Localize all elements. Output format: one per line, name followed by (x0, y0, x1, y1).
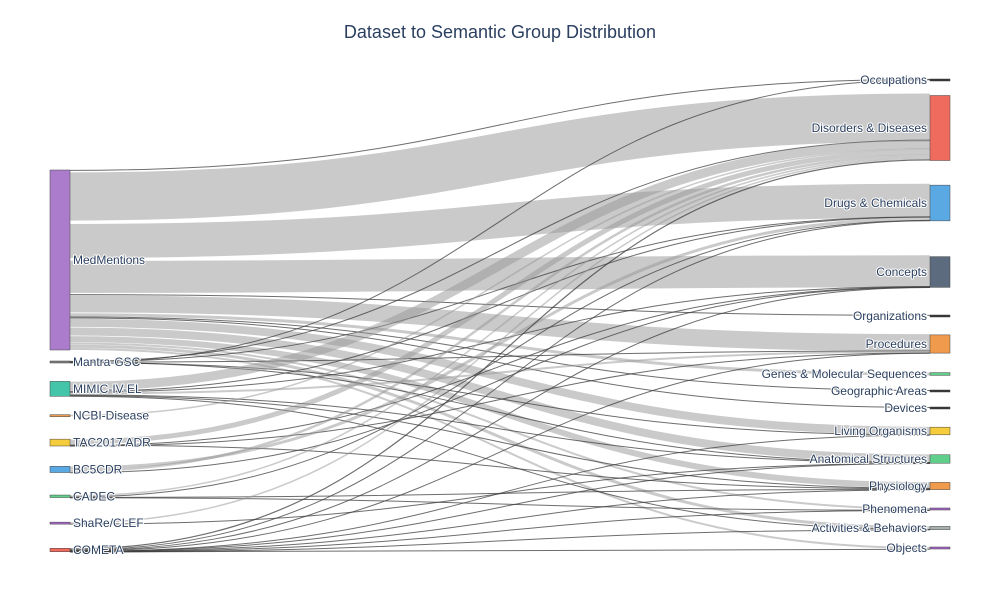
node-source-ncbi-disease[interactable] (49, 414, 71, 417)
node-target-physiology[interactable] (929, 482, 951, 490)
node-label-source-share-clef: ShaRe/CLEF (73, 516, 144, 530)
node-source-mantra-gsc[interactable] (49, 360, 71, 364)
node-label-target-living-organisms: Living Organisms (834, 424, 927, 438)
node-target-occupations[interactable] (929, 78, 951, 82)
link-bc5cdr-to-concepts[interactable] (69, 286, 931, 474)
node-label-target-genes-molecular-sequences: Genes & Molecular Sequences (762, 367, 927, 381)
link-medmentions-to-living-organisms[interactable] (69, 318, 931, 435)
node-label-source-medmentions: MedMentions (73, 253, 145, 267)
link-medmentions-to-organizations[interactable] (69, 294, 931, 316)
node-label-source-mantra-gsc: Mantra-GSC (73, 355, 141, 369)
link-medmentions-to-devices[interactable] (69, 317, 931, 408)
link-mantra-gsc-to-drugs-chemicals[interactable] (69, 216, 931, 363)
link-tac2017-adr-to-disorders-diseases[interactable] (69, 149, 931, 445)
link-bc5cdr-to-disorders-diseases[interactable] (69, 154, 931, 473)
link-cometa-to-objects[interactable] (69, 548, 931, 553)
link-medmentions-to-occupations[interactable] (69, 78, 931, 171)
node-target-procedures[interactable] (929, 334, 951, 354)
node-label-target-disorders-diseases: Disorders & Diseases (812, 121, 927, 135)
node-label-source-ncbi-disease: NCBI-Disease (73, 409, 149, 423)
node-target-disorders-diseases[interactable] (929, 95, 951, 161)
node-source-medmentions[interactable] (49, 169, 71, 351)
node-label-target-devices: Devices (884, 401, 927, 415)
link-mimic-iv-el-to-concepts[interactable] (69, 285, 931, 393)
link-mantra-gsc-to-occupations[interactable] (69, 79, 931, 364)
node-label-target-organizations: Organizations (853, 309, 927, 323)
link-cadec-to-disorders-diseases[interactable] (69, 156, 931, 497)
node-target-anatomical-structures[interactable] (929, 454, 951, 464)
link-medmentions-to-procedures[interactable] (69, 295, 931, 352)
node-label-target-geographic-areas: Geographic Areas (831, 384, 927, 398)
node-source-share-clef[interactable] (49, 521, 71, 525)
node-label-source-mimic-iv-el: MIMIC-IV-EL (73, 382, 142, 396)
link-cometa-to-anatomical-structures[interactable] (69, 462, 931, 552)
label-layer: MedMentions Mantra-GSC MIMIC-IV-EL NCBI-Dis… (72, 72, 928, 558)
node-target-organizations[interactable] (929, 314, 951, 318)
link-cometa-to-procedures[interactable] (69, 352, 931, 552)
node-label-target-concepts: Concepts (876, 265, 927, 279)
link-tac2017-adr-to-concepts[interactable] (69, 286, 931, 447)
link-cometa-to-physiology[interactable] (69, 489, 931, 553)
link-mantra-gsc-to-procedures[interactable] (69, 350, 931, 363)
node-label-target-phenomena: Phenomena (862, 502, 927, 516)
node-label-target-activities-behaviors: Activities & Behaviors (812, 521, 927, 535)
node-target-genes-molecular-sequences[interactable] (929, 372, 951, 376)
link-ncbi-disease-to-disorders-diseases[interactable] (69, 148, 931, 417)
node-target-drugs-chemicals[interactable] (929, 184, 951, 222)
link-medmentions-to-anatomical-structures[interactable] (69, 327, 931, 463)
link-mimic-iv-el-to-procedures[interactable] (69, 350, 931, 395)
link-mantra-gsc-to-disorders-diseases[interactable] (69, 139, 931, 362)
link-cadec-to-phenomena[interactable] (69, 497, 931, 511)
link-mimic-iv-el-to-drugs-chemicals[interactable] (69, 216, 931, 393)
link-medmentions-to-activities-behaviors[interactable] (69, 344, 931, 530)
node-label-source-cadec: CADEC (73, 489, 115, 503)
node-target-phenomena[interactable] (929, 507, 951, 511)
node-layer (49, 78, 951, 552)
node-label-source-cometa: COMETA (73, 543, 123, 557)
link-cometa-to-phenomena[interactable] (69, 509, 931, 553)
node-source-tac2017-adr[interactable] (49, 438, 71, 447)
node-target-devices[interactable] (929, 406, 951, 410)
node-source-cometa[interactable] (49, 548, 71, 552)
link-medmentions-to-concepts[interactable] (69, 255, 931, 293)
link-mimic-iv-el-to-activities-behaviors[interactable] (69, 395, 931, 531)
node-label-target-procedures: Procedures (866, 337, 927, 351)
node-target-objects[interactable] (929, 546, 951, 550)
link-mantra-gsc-to-living-organisms[interactable] (69, 362, 931, 436)
node-source-cadec[interactable] (49, 494, 71, 498)
link-cometa-to-concepts[interactable] (69, 286, 931, 552)
link-layer (69, 78, 931, 553)
node-target-concepts[interactable] (929, 256, 951, 288)
node-target-activities-behaviors[interactable] (929, 526, 951, 530)
link-share-clef-to-disorders-diseases[interactable] (69, 157, 931, 524)
node-label-target-anatomical-structures: Anatomical Structures (810, 452, 927, 466)
link-cadec-to-drugs-chemicals[interactable] (69, 219, 931, 498)
link-mimic-iv-el-to-anatomical-structures[interactable] (69, 394, 931, 464)
link-cometa-to-living-organisms[interactable] (69, 434, 931, 552)
node-label-target-physiology: Physiology (869, 479, 927, 493)
node-label-target-objects: Objects (886, 541, 927, 555)
chart-title: Dataset to Semantic Group Distribution (343, 22, 657, 42)
link-cometa-to-disorders-diseases[interactable] (69, 159, 931, 550)
link-mimic-iv-el-to-disorders-diseases[interactable] (69, 139, 931, 391)
link-medmentions-to-disorders-diseases[interactable] (69, 93, 931, 221)
node-label-target-drugs-chemicals: Drugs & Chemicals (824, 196, 927, 210)
link-cometa-to-activities-behaviors[interactable] (69, 529, 931, 553)
node-target-living-organisms[interactable] (929, 426, 951, 436)
node-label-source-bc5cdr: BC5CDR (73, 462, 123, 476)
node-source-bc5cdr[interactable] (49, 466, 71, 473)
node-label-source-tac2017-adr: TAC2017 ADR (73, 436, 151, 450)
link-tac2017-adr-to-physiology[interactable] (69, 444, 931, 490)
node-label-target-occupations: Occupations (860, 73, 927, 87)
link-mimic-iv-el-to-physiology[interactable] (69, 395, 931, 489)
node-target-geographic-areas[interactable] (929, 389, 951, 393)
link-cometa-to-drugs-chemicals[interactable] (69, 220, 931, 551)
node-source-mimic-iv-el[interactable] (49, 381, 71, 397)
link-medmentions-to-objects[interactable] (69, 347, 931, 549)
link-tac2017-adr-to-procedures[interactable] (69, 352, 931, 447)
